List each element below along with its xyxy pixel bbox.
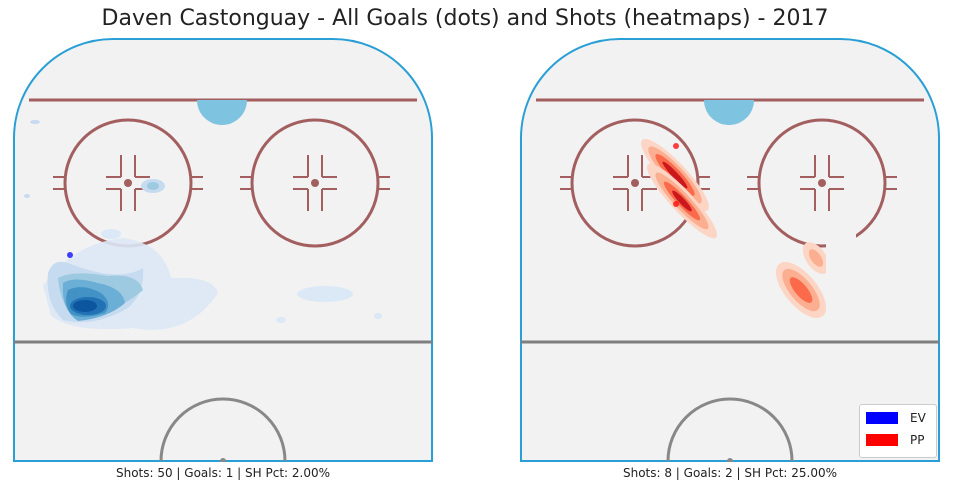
center-circle bbox=[159, 397, 287, 462]
faceoff-ring bbox=[757, 118, 887, 248]
ev-density-contour bbox=[24, 194, 30, 198]
pp-density-contour bbox=[662, 161, 688, 189]
center-dot bbox=[220, 458, 226, 462]
pp-goal-dot bbox=[673, 201, 679, 207]
goal-crease bbox=[197, 100, 247, 125]
ev-density-contour bbox=[30, 120, 40, 124]
pp-density-contour bbox=[808, 249, 824, 267]
ev-stats-caption: Shots: 50 | Goals: 1 | SH Pct: 2.00% bbox=[115, 466, 331, 480]
faceoff-dot bbox=[818, 179, 826, 187]
rink-ice bbox=[520, 38, 940, 462]
faceoff-circle-right bbox=[240, 118, 390, 248]
legend: EV PP bbox=[859, 404, 937, 458]
legend-swatch-ev bbox=[866, 412, 898, 424]
center-circle bbox=[666, 397, 794, 462]
faceoff-dot bbox=[124, 179, 132, 187]
faceoff-ring bbox=[570, 118, 700, 248]
ev-rink-panel bbox=[13, 38, 433, 462]
legend-label-pp: PP bbox=[910, 433, 925, 447]
ev-density-contour bbox=[374, 313, 382, 319]
ev-goal-dots bbox=[67, 252, 73, 258]
faceoff-ring bbox=[250, 118, 380, 248]
ev-goal-dot bbox=[67, 252, 73, 258]
legend-label-ev: EV bbox=[910, 411, 926, 425]
faceoff-circle-left bbox=[560, 118, 710, 248]
rink-ice bbox=[13, 38, 433, 462]
pp-rink-panel bbox=[520, 38, 940, 462]
ev-density-contour bbox=[147, 182, 159, 190]
figure-title: Daven Castonguay - All Goals (dots) and … bbox=[101, 6, 829, 31]
rink-surface bbox=[520, 38, 940, 462]
ev-density-contour bbox=[276, 317, 286, 323]
pp-heatmap-clip-mask bbox=[826, 233, 856, 323]
pp-stats-caption: Shots: 8 | Goals: 2 | SH Pct: 25.00% bbox=[622, 466, 838, 480]
goal-crease bbox=[704, 100, 754, 125]
pp-density-contour bbox=[672, 190, 692, 212]
faceoff-dot bbox=[631, 179, 639, 187]
rink-surface bbox=[13, 38, 433, 462]
ev-density-contour bbox=[101, 229, 121, 239]
ev-density-contour bbox=[297, 286, 353, 302]
pp-shot-heatmap bbox=[641, 138, 856, 323]
faceoff-circle-right bbox=[747, 118, 897, 248]
pp-density-contour bbox=[789, 277, 813, 303]
legend-swatch-pp bbox=[866, 434, 898, 446]
ev-density-contour bbox=[73, 300, 97, 312]
center-dot bbox=[727, 458, 733, 462]
ev-shot-heatmap bbox=[24, 120, 382, 330]
faceoff-dot bbox=[311, 179, 319, 187]
pp-goal-dot bbox=[673, 143, 679, 149]
pp-goal-dots bbox=[673, 143, 679, 207]
